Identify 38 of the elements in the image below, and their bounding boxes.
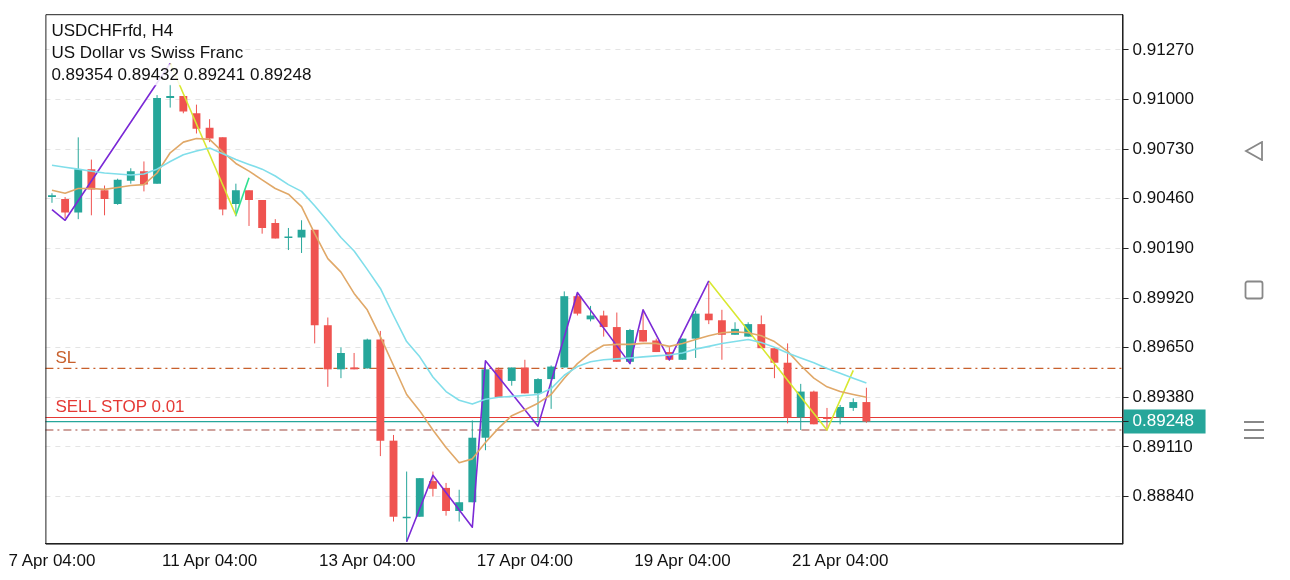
candlestick <box>297 219 306 254</box>
x-tick-label: 19 Apr 04:00 <box>634 551 731 571</box>
y-tick-label: 0.90190 <box>1132 238 1194 258</box>
chart-title: USDCHFrfd, H4 <box>51 21 174 41</box>
candlestick <box>862 387 871 424</box>
x-tick-label: 7 Apr 04:00 <box>8 551 96 571</box>
y-tick-label: 0.89248 <box>1132 411 1194 431</box>
candlestick <box>337 346 345 379</box>
candlestick <box>245 189 253 227</box>
annotation: 0.89354 0.89432 0.89241 0.89248 <box>51 65 312 85</box>
y-tick-label: 0.89650 <box>1132 337 1194 357</box>
candlestick <box>231 183 240 217</box>
candlestick <box>599 310 608 338</box>
text: US Dollar vs Swiss Franc <box>51 43 244 63</box>
x-tick-label: 21 Apr 04:00 <box>791 551 889 571</box>
candlestick <box>704 283 713 325</box>
candlestick <box>61 196 70 219</box>
y-tick-label: 0.91000 <box>1132 89 1194 109</box>
candlestick <box>205 118 214 143</box>
y-tick-label: 0.90730 <box>1132 138 1194 158</box>
candlestick <box>717 309 726 361</box>
y-tick-label: 0.90460 <box>1132 188 1194 208</box>
candlestick <box>48 192 56 204</box>
ref-line-label: SL <box>55 348 77 368</box>
candlestick <box>100 185 109 216</box>
candlestick <box>639 309 648 343</box>
candlestick <box>428 471 437 498</box>
candlestick <box>442 482 450 517</box>
y-tick-label: 0.89380 <box>1132 386 1194 406</box>
ref-line-label: SELL STOP 0.01 <box>55 397 185 417</box>
x-tick-label: 17 Apr 04:00 <box>476 551 574 571</box>
candlestick <box>166 83 175 109</box>
y-tick-label: 0.91270 <box>1132 39 1194 59</box>
y-tick-label: 0.89110 <box>1132 436 1193 456</box>
x-tick-label: 11 Apr 04:00 <box>162 551 258 571</box>
x-tick-label: 13 Apr 04:00 <box>319 551 416 571</box>
y-tick-label: 0.88840 <box>1132 486 1194 506</box>
y-tick-label: 0.89920 <box>1132 287 1194 307</box>
